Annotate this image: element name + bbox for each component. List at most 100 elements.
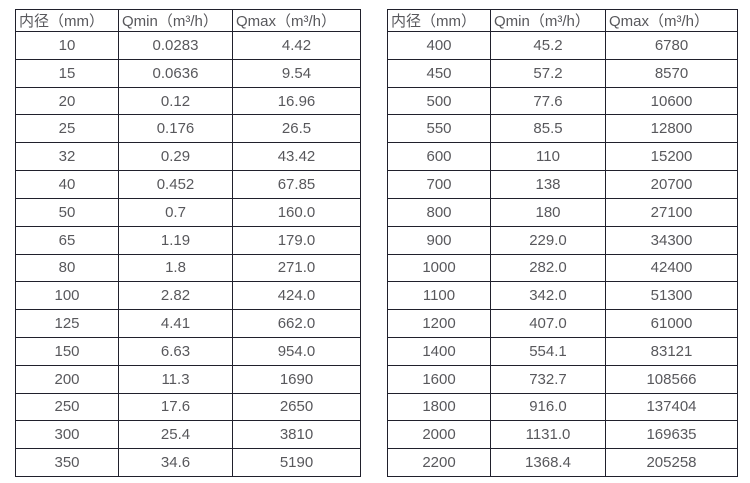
data-cell: 80 [15,253,119,283]
data-cell: 350 [15,448,119,477]
data-cell: 800 [387,197,491,227]
data-cell: 200 [15,364,119,394]
data-cell: 229.0 [490,225,606,255]
data-cell: 600 [387,142,491,172]
data-cell: 42400 [605,253,738,283]
data-cell: 20 [15,86,119,116]
data-cell: 0.7 [118,197,233,227]
data-cell: 1800 [387,392,491,422]
data-cell: 900 [387,225,491,255]
table-row: 700 138 20700 [387,170,738,199]
table-row: 32 0.29 43.42 [15,142,361,172]
data-cell: 0.0636 [118,58,233,88]
data-cell: 25 [15,114,119,144]
table-row: 50 0.7 160.0 [15,197,361,227]
data-cell: 34.6 [118,448,233,477]
data-cell: 5190 [232,448,361,477]
data-cell: 9.54 [232,58,361,88]
data-cell: 0.12 [118,86,233,116]
data-cell: 10600 [605,86,738,116]
data-cell: 400 [387,31,491,60]
data-cell: 67.85 [232,170,361,199]
data-cell: 179.0 [232,225,361,255]
data-cell: 15200 [605,142,738,172]
data-cell: 2.82 [118,281,233,311]
table-row: 300 25.4 3810 [15,420,361,450]
data-cell: 125 [15,309,119,338]
flow-spec-table-small-diameters: 内径（mm） Qmin（m³/h） Qmax（m³/h） 10 0.0283 4.42 15… [15,9,361,477]
data-cell: 17.6 [118,392,233,422]
table-row: 15 0.0636 9.54 [15,58,361,88]
data-cell: 40 [15,170,119,199]
data-cell: 954.0 [232,336,361,366]
table-row: 400 45.2 6780 [387,31,738,60]
data-cell: 662.0 [232,309,361,338]
data-cell: 554.1 [490,336,606,366]
table-row: 1600 732.7 108566 [387,364,738,394]
data-cell: 26.5 [232,114,361,144]
data-cell: 51300 [605,281,738,311]
header-cell: 内径（mm） [15,9,119,32]
table-row: 1100 342.0 51300 [387,281,738,311]
data-cell: 300 [15,420,119,450]
table-row: 25 0.176 26.5 [15,114,361,144]
data-cell: 205258 [605,448,738,477]
data-cell: 1.8 [118,253,233,283]
data-cell: 150 [15,336,119,366]
table-row: 20 0.12 16.96 [15,86,361,116]
data-cell: 16.96 [232,86,361,116]
data-cell: 1368.4 [490,448,606,477]
data-cell: 12800 [605,114,738,144]
data-cell: 83121 [605,336,738,366]
data-cell: 50 [15,197,119,227]
data-cell: 2200 [387,448,491,477]
table-row: 1800 916.0 137404 [387,392,738,422]
data-cell: 732.7 [490,364,606,394]
data-cell: 138 [490,170,606,199]
data-cell: 250 [15,392,119,422]
data-cell: 0.176 [118,114,233,144]
data-cell: 57.2 [490,58,606,88]
data-cell: 61000 [605,309,738,338]
flow-spec-table-large-diameters: 内径（mm） Qmin（m³/h） Qmax（m³/h） 400 45.2 6780 450… [387,9,738,477]
data-cell: 1200 [387,309,491,338]
table-row: 100 2.82 424.0 [15,281,361,311]
table-row: 500 77.6 10600 [387,86,738,116]
data-cell: 550 [387,114,491,144]
data-cell: 500 [387,86,491,116]
table-row: 150 6.63 954.0 [15,336,361,366]
table-row: 350 34.6 5190 [15,448,361,477]
table-row: 250 17.6 2650 [15,392,361,422]
data-cell: 15 [15,58,119,88]
data-cell: 20700 [605,170,738,199]
data-cell: 6780 [605,31,738,60]
table-row: 600 110 15200 [387,142,738,172]
data-cell: 77.6 [490,86,606,116]
data-cell: 407.0 [490,309,606,338]
data-cell: 34300 [605,225,738,255]
table-row: 80 1.8 271.0 [15,253,361,283]
data-cell: 180 [490,197,606,227]
data-cell: 4.42 [232,31,361,60]
table-row: 1000 282.0 42400 [387,253,738,283]
data-cell: 1131.0 [490,420,606,450]
header-cell: 内径（mm） [387,9,491,32]
data-cell: 4.41 [118,309,233,338]
header-row: 内径（mm） Qmin（m³/h） Qmax（m³/h） [15,9,361,32]
data-cell: 2650 [232,392,361,422]
table-row: 1200 407.0 61000 [387,309,738,338]
data-cell: 10 [15,31,119,60]
table-row: 550 85.5 12800 [387,114,738,144]
data-cell: 1000 [387,253,491,283]
data-cell: 424.0 [232,281,361,311]
data-cell: 8570 [605,58,738,88]
data-cell: 0.29 [118,142,233,172]
data-cell: 282.0 [490,253,606,283]
data-cell: 108566 [605,364,738,394]
data-cell: 6.63 [118,336,233,366]
data-cell: 160.0 [232,197,361,227]
table-row: 200 11.3 1690 [15,364,361,394]
data-cell: 0.452 [118,170,233,199]
data-cell: 27100 [605,197,738,227]
